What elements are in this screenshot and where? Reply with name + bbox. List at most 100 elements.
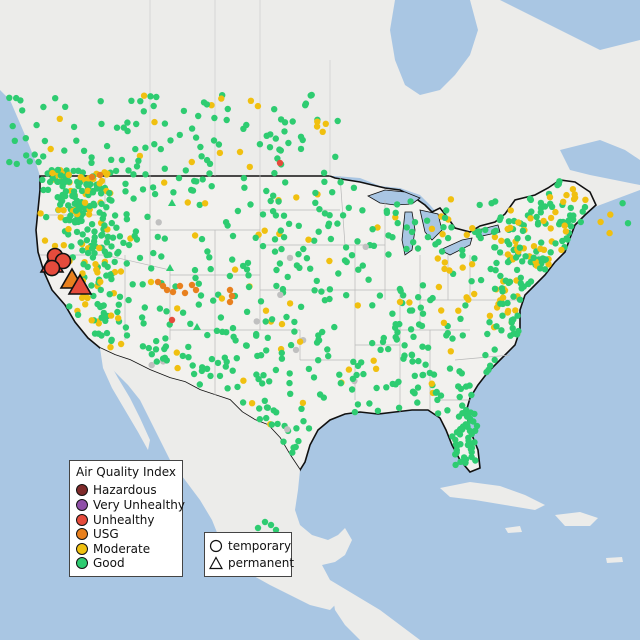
- monitor-marker: [564, 236, 571, 243]
- monitor-marker: [83, 181, 90, 188]
- monitor-marker: [65, 178, 73, 185]
- monitor-marker: [351, 408, 359, 416]
- monitor-marker: [80, 261, 87, 268]
- monitor-marker: [483, 368, 490, 376]
- monitor-markers: [6, 91, 632, 540]
- legend-title: Air Quality Index: [75, 465, 177, 479]
- monitor-marker: [285, 139, 292, 147]
- monitor-marker: [204, 331, 211, 339]
- monitor-marker: [394, 219, 401, 227]
- monitor-marker: [163, 308, 170, 315]
- monitor-marker: [276, 159, 284, 167]
- monitor-marker: [498, 237, 505, 244]
- monitor-marker: [148, 361, 155, 369]
- monitor-marker: [65, 171, 72, 178]
- monitor-marker: [88, 159, 95, 166]
- monitor-marker: [92, 261, 99, 268]
- monitor-marker: [65, 231, 72, 238]
- monitor-marker: [128, 97, 135, 105]
- monitor-marker: [296, 338, 304, 345]
- monitor-marker: [369, 226, 376, 233]
- monitor-marker: [393, 336, 400, 343]
- monitor-marker: [326, 212, 333, 219]
- monitor-marker: [295, 251, 302, 258]
- monitor-marker: [104, 233, 112, 240]
- monitor-marker: [284, 426, 291, 433]
- monitor-marker: [96, 209, 103, 216]
- monitor-marker: [145, 344, 152, 352]
- monitor-marker: [161, 345, 168, 353]
- monitor-marker: [282, 179, 289, 186]
- monitor-marker: [463, 231, 470, 238]
- moderate-swatch-icon: [76, 543, 88, 555]
- monitor-marker: [80, 147, 88, 154]
- monitor-marker: [214, 359, 222, 367]
- monitor-marker: [228, 292, 236, 300]
- monitor-marker: [415, 294, 422, 301]
- monitor-marker: [88, 173, 96, 181]
- monitor-marker: [259, 380, 266, 387]
- monitor-marker: [229, 367, 236, 374]
- monitor-marker: [152, 346, 160, 353]
- monitor-marker: [67, 212, 74, 219]
- monitor-marker: [79, 247, 86, 254]
- monitor-marker: [329, 189, 336, 196]
- monitor-marker: [162, 335, 169, 342]
- monitor-marker: [377, 346, 384, 353]
- monitor-marker: [278, 245, 285, 253]
- monitor-marker: [354, 238, 361, 245]
- monitor-marker: [277, 227, 284, 234]
- monitor-marker: [174, 305, 181, 312]
- monitor-marker: [114, 308, 121, 316]
- monitor-marker: [310, 374, 318, 381]
- monitor-marker: [103, 142, 111, 150]
- monitor-marker: [40, 186, 47, 194]
- central-america: [330, 580, 420, 640]
- monitor-marker: [149, 184, 157, 191]
- monitor-marker: [176, 282, 184, 290]
- monitor-marker: [488, 200, 495, 207]
- monitor-marker: [452, 461, 459, 469]
- monitor-marker: [547, 200, 554, 207]
- monitor-marker: [195, 112, 202, 120]
- baja-california: [100, 348, 150, 450]
- gulf-st-lawrence: [560, 140, 640, 185]
- monitor-marker: [6, 158, 13, 166]
- monitor-marker: [180, 107, 188, 115]
- monitor-marker: [264, 334, 271, 341]
- monitor-marker: [507, 207, 514, 214]
- monitor-marker: [554, 181, 561, 189]
- monitor-marker: [182, 167, 189, 174]
- monitor-marker: [89, 189, 97, 196]
- monitor-marker: [490, 228, 498, 236]
- monitor-marker: [155, 219, 162, 226]
- monitor-marker: [468, 278, 475, 285]
- monitor-marker: [334, 220, 341, 227]
- monitor-marker: [286, 370, 293, 377]
- monitor-marker: [88, 282, 95, 289]
- monitor-marker: [97, 303, 104, 311]
- monitor-marker: [104, 170, 111, 177]
- monitor-marker: [253, 318, 260, 325]
- monitor-marker: [326, 295, 333, 303]
- monitor-marker: [161, 165, 168, 172]
- monitor-marker: [130, 195, 137, 202]
- monitor-marker: [376, 292, 384, 299]
- monitor-marker: [567, 204, 574, 212]
- monitor-marker: [305, 236, 312, 243]
- monitor-marker: [221, 354, 228, 361]
- monitor-marker: [360, 370, 367, 378]
- monitor-marker: [11, 137, 18, 144]
- monitor-marker: [606, 229, 613, 237]
- monitor-marker: [336, 371, 343, 378]
- monitor-marker: [268, 421, 275, 428]
- monitor-marker: [219, 328, 226, 335]
- monitor-marker: [206, 254, 213, 261]
- monitor-marker: [537, 199, 545, 207]
- monitor-marker: [88, 154, 95, 161]
- legend-item-temporary: temporary: [209, 539, 291, 553]
- monitor-marker: [101, 222, 108, 229]
- monitor-marker: [52, 95, 59, 102]
- monitor-marker: [406, 307, 414, 314]
- monitor-marker: [150, 249, 157, 257]
